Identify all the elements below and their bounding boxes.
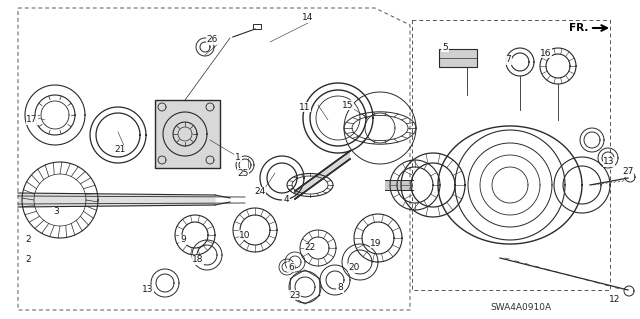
Text: 13: 13 [604,158,615,167]
Text: 15: 15 [342,100,354,109]
Text: SWA4A0910A: SWA4A0910A [490,303,551,313]
Text: 20: 20 [348,263,360,272]
Text: 16: 16 [540,48,552,57]
Polygon shape [439,49,477,67]
Text: 8: 8 [337,284,343,293]
Text: 22: 22 [305,243,316,253]
Text: 9: 9 [180,235,186,244]
Text: 13: 13 [142,286,154,294]
Text: 4: 4 [283,196,289,204]
Bar [253,24,261,29]
Polygon shape [155,100,220,168]
Text: 10: 10 [239,231,251,240]
Text: 19: 19 [371,239,381,248]
Text: 21: 21 [115,145,125,154]
Text: 17: 17 [26,115,38,124]
Text: 5: 5 [442,42,448,51]
Bar [155,100,220,168]
Text: 25: 25 [237,168,249,177]
Text: 6: 6 [288,263,294,271]
Polygon shape [295,151,350,199]
Text: 7: 7 [505,56,511,64]
Bar [439,49,477,67]
Text: 12: 12 [609,295,621,305]
Text: 1: 1 [235,152,241,161]
Text: 18: 18 [192,256,204,264]
Polygon shape [438,126,582,244]
Text: 24: 24 [254,188,266,197]
Text: 27: 27 [622,167,634,176]
Text: 14: 14 [302,13,314,23]
Text: 2: 2 [25,235,31,244]
Polygon shape [385,180,413,190]
Text: FR.: FR. [568,23,588,33]
Text: 23: 23 [289,291,301,300]
Text: 3: 3 [53,207,59,217]
Text: 2: 2 [25,256,31,264]
Text: 26: 26 [206,35,218,44]
Text: 11: 11 [300,102,311,112]
